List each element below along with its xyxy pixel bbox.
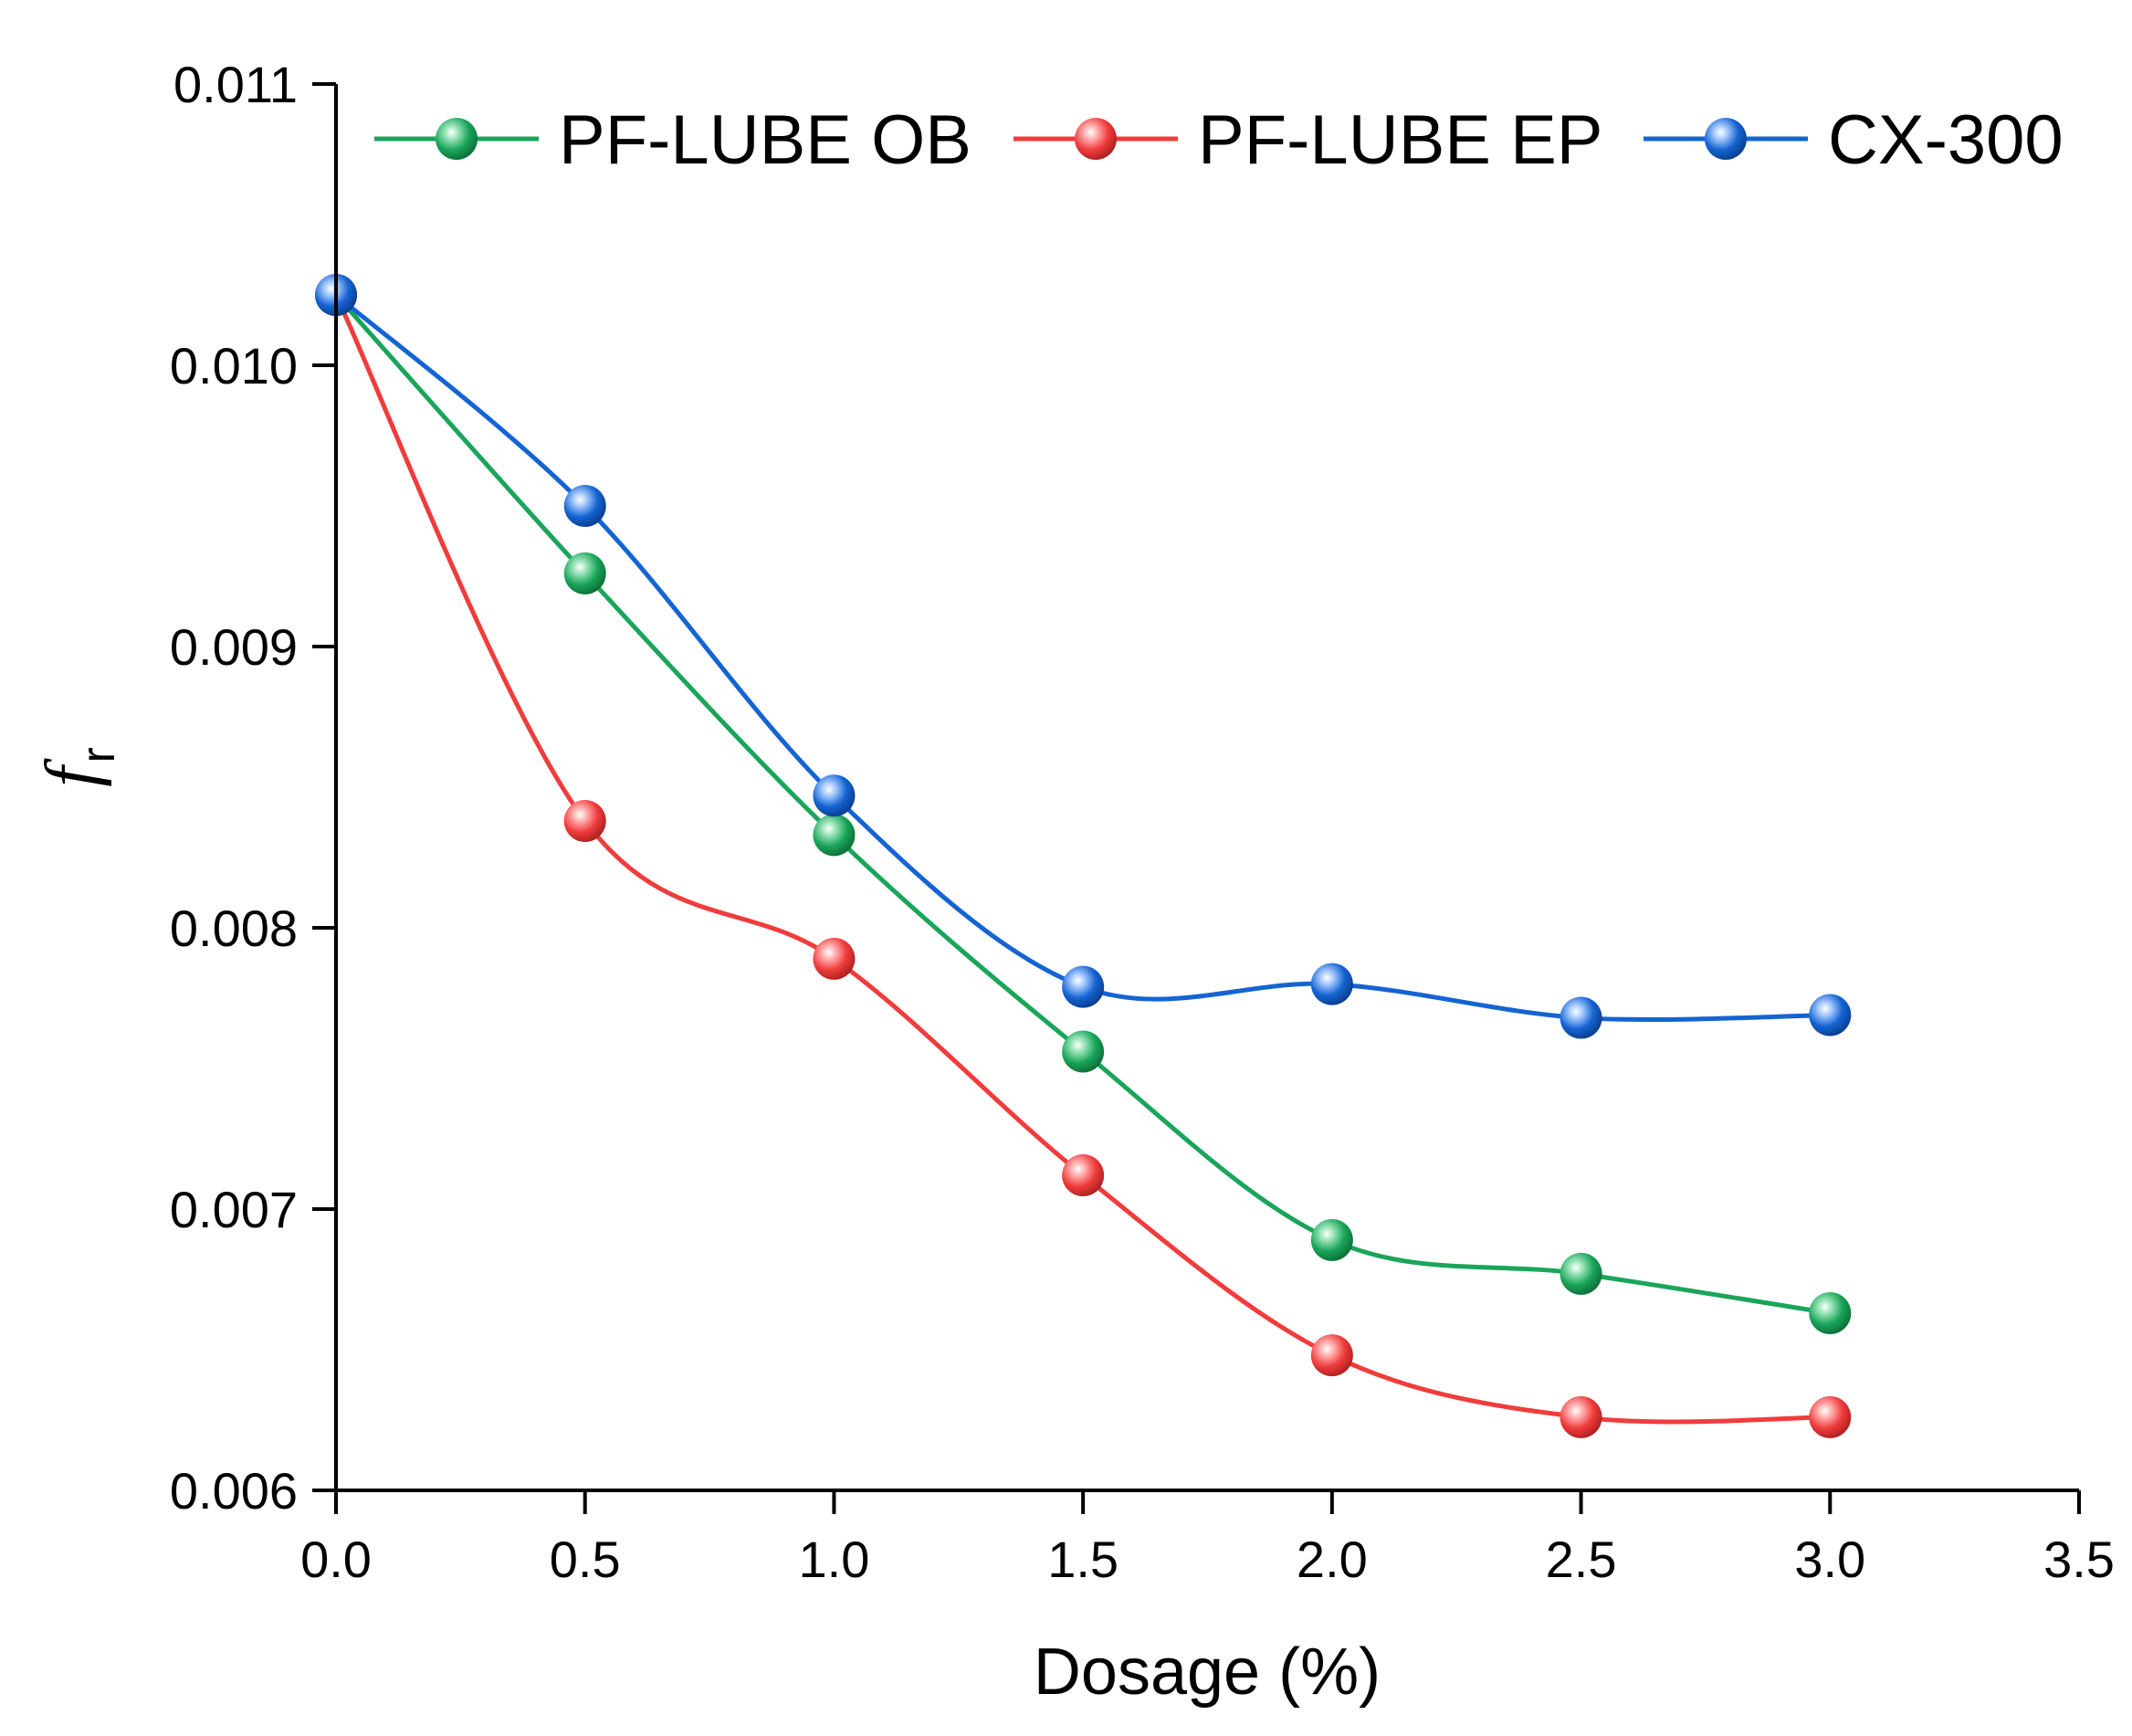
- series-line: [333, 293, 1831, 1425]
- y-tick-label: 0.008: [170, 900, 298, 957]
- legend-item: PF-LUBE OB: [374, 101, 971, 179]
- y-tick-label: 0.011: [173, 56, 298, 113]
- data-point: [1310, 1334, 1353, 1377]
- legend-marker: [1705, 118, 1747, 160]
- x-tick-label: 0.0: [300, 1531, 372, 1588]
- data-point: [1560, 1252, 1602, 1295]
- x-tick-label: 3.0: [1794, 1531, 1865, 1588]
- series-cx-300: [315, 274, 1852, 1039]
- axes: 0.0 0.5 1.0 1.5 2.0 2.5 3.0 3.5 0.006 0.007 0.008…: [170, 56, 2115, 1588]
- x-tick-label: 2.0: [1297, 1531, 1368, 1588]
- x-tick-label: 0.5: [550, 1531, 621, 1588]
- data-point: [563, 799, 606, 842]
- legend-label: PF-LUBE EP: [1198, 101, 1602, 179]
- y-axis-title: fr: [32, 747, 125, 787]
- data-point: [1809, 1395, 1852, 1438]
- data-point: [563, 485, 606, 527]
- legend-item: PF-LUBE EP: [1013, 101, 1602, 179]
- series-line: [334, 293, 1831, 1023]
- x-axis-title: Dosage (%): [1034, 1636, 1381, 1709]
- data-point: [1310, 1218, 1353, 1261]
- x-tick-label: 1.5: [1047, 1531, 1119, 1588]
- plot-area: [315, 274, 1852, 1438]
- x-tick-label: 3.5: [2043, 1531, 2115, 1588]
- y-axis-title-subscript: r: [72, 747, 125, 763]
- series-pf-lube-ob: [315, 274, 1852, 1334]
- series-pf-lube-ep: [315, 274, 1852, 1438]
- data-point: [1062, 965, 1105, 1008]
- data-point: [563, 552, 606, 594]
- legend: PF-LUBE OB PF-LUBE EP CX-300: [374, 101, 2064, 179]
- legend-label: CX-300: [1828, 101, 2064, 179]
- data-point: [813, 937, 856, 980]
- legend-label: PF-LUBE OB: [559, 101, 971, 179]
- legend-marker: [1075, 118, 1117, 160]
- y-tick-label: 0.006: [170, 1462, 298, 1520]
- x-tick-label: 2.5: [1546, 1531, 1617, 1588]
- x-ticks: 0.0 0.5 1.0 1.5 2.0 2.5 3.0 3.5: [300, 1490, 2115, 1588]
- y-ticks: 0.006 0.007 0.008 0.009 0.010 0.011: [170, 56, 336, 1520]
- y-tick-label: 0.010: [170, 337, 298, 395]
- x-tick-label: 1.0: [798, 1531, 869, 1588]
- data-point: [1062, 1154, 1105, 1197]
- legend-item: CX-300: [1644, 101, 2064, 179]
- data-point: [1310, 963, 1353, 1005]
- data-point: [1560, 996, 1602, 1039]
- data-point: [1809, 1291, 1852, 1334]
- data-point: [1062, 1030, 1105, 1073]
- y-tick-label: 0.009: [170, 618, 298, 676]
- data-point: [1809, 994, 1852, 1036]
- y-tick-label: 0.007: [170, 1181, 298, 1238]
- legend-marker: [436, 118, 478, 160]
- data-point: [813, 814, 856, 857]
- data-point: [813, 774, 856, 817]
- data-point: [1560, 1395, 1602, 1438]
